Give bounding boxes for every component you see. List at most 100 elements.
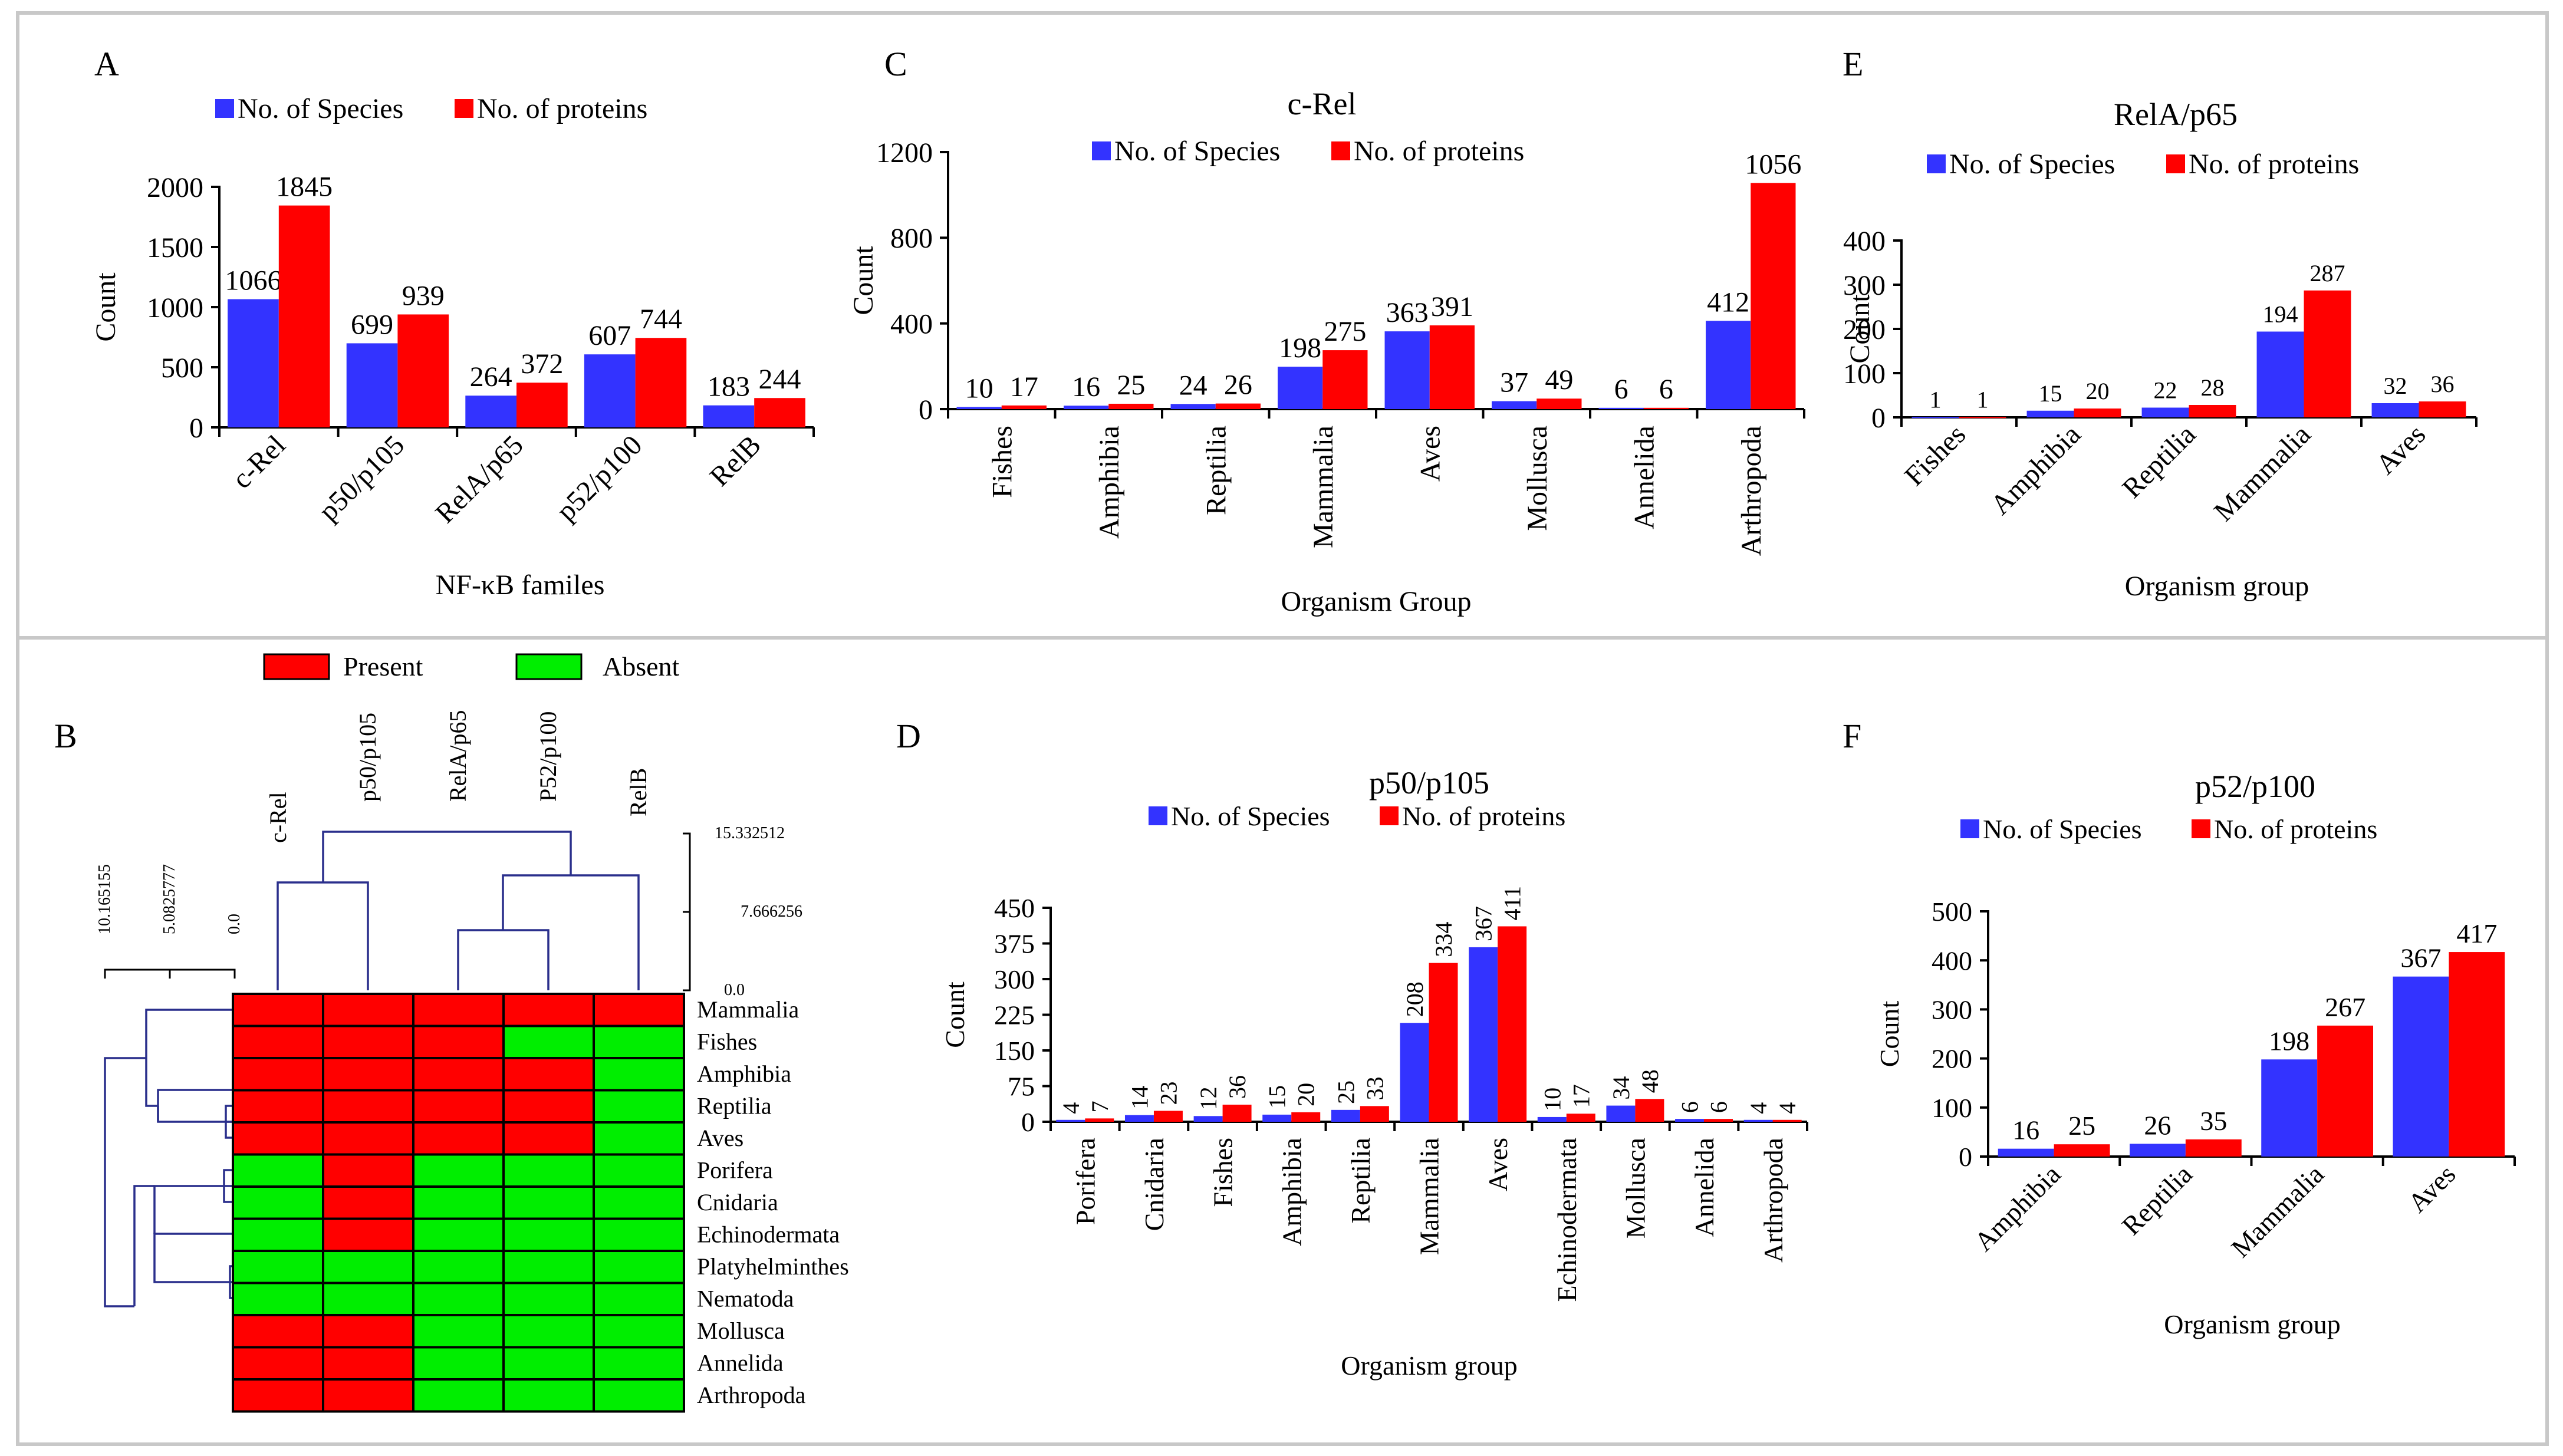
chart-a: 0 500 1000 1500 2000 1066 1845 c-Rel 699 939 p50/p… [90, 93, 815, 601]
y-tick-label: 225 [994, 1000, 1035, 1030]
bar-proteins [1360, 1106, 1389, 1122]
value-label: 33 [1361, 1076, 1388, 1100]
bar-proteins [1291, 1112, 1321, 1122]
value-label: 20 [1293, 1083, 1320, 1106]
bar-species [703, 405, 755, 427]
legend-swatch-species [1092, 141, 1111, 160]
value-label: 334 [1430, 922, 1457, 957]
value-label: 26 [2144, 1110, 2171, 1140]
heatmap-cell [322, 1282, 414, 1316]
heatmap-row-label: Arthropoda [697, 1382, 806, 1408]
bar-proteins [2419, 401, 2466, 417]
bar-species [2026, 410, 2074, 417]
heatmap-cell [593, 1378, 685, 1413]
x-axis-label: Organism group [1341, 1350, 1517, 1381]
value-label: 208 [1401, 981, 1428, 1017]
heatmap-cell [322, 1025, 414, 1059]
y-tick-label: 200 [1932, 1044, 1972, 1074]
chart-legend: No. of Species No. of proteins [1960, 814, 2377, 844]
value-label: 25 [1333, 1081, 1359, 1104]
legend-swatch-species [1960, 819, 1979, 838]
category-label: Mammalia [1414, 1138, 1445, 1255]
value-label: 744 [640, 304, 682, 335]
value-label: 6 [1706, 1101, 1732, 1113]
legend-label-proteins: No. of proteins [2214, 814, 2377, 844]
row-scale-label: 5.0825777 [160, 864, 179, 934]
y-tick-label: 300 [1932, 995, 1972, 1025]
heatmap-row-label: Echinodermata [697, 1221, 840, 1248]
column-label: RelA/p65 [445, 710, 471, 802]
heatmap-column-labels: c-Rel p50/p105 RelA/p65 P52/p100 RelB [265, 710, 652, 843]
absent-label: Absent [603, 651, 680, 681]
category-label: Amphibia [1969, 1159, 2067, 1257]
legend-swatch-proteins [455, 99, 473, 118]
heatmap-cell [232, 1346, 324, 1381]
heatmap-cell [593, 1153, 685, 1188]
value-label: 14 [1126, 1086, 1153, 1109]
bar-species [2371, 403, 2419, 417]
value-label: 28 [2200, 374, 2224, 401]
heatmap-cell [593, 1314, 685, 1349]
category-label: Fishes [987, 426, 1018, 498]
heatmap-row-label: Reptilia [697, 1093, 772, 1119]
bar-species [1492, 401, 1537, 409]
bar-species [1743, 1119, 1773, 1122]
bar-proteins [2054, 1144, 2110, 1157]
chart-title: RelA/p65 [2114, 97, 2238, 132]
chart-c: 0 400 800 1200 10 17 Fishes 16 25 Amphibia 24 26 Rep… [848, 86, 1805, 617]
bar-proteins [397, 314, 449, 427]
heatmap-cell [593, 1282, 685, 1316]
heatmap-cell [322, 1185, 414, 1220]
value-label: 4 [1774, 1102, 1801, 1114]
value-label: 48 [1637, 1069, 1663, 1093]
bar-species [1675, 1119, 1705, 1122]
heatmap-cell [593, 1025, 685, 1059]
heatmap-cell [232, 1378, 324, 1413]
heatmap-cell [502, 1121, 595, 1156]
x-axis-label: Organism group [2125, 571, 2309, 602]
category-label: Aves [1415, 426, 1446, 482]
value-label: 34 [1608, 1076, 1634, 1100]
y-axis-label: Count [940, 981, 970, 1048]
heatmap-cell [593, 1089, 685, 1124]
heatmap-cell [232, 1089, 324, 1124]
heatmap-cell [232, 1314, 324, 1349]
heatmap-cell [232, 1153, 324, 1188]
heatmap-grid: Mammalia Fishes Amphibia Reptilia Aves Porife… [232, 993, 849, 1413]
bar-species [1537, 1116, 1567, 1122]
bar-species [1278, 367, 1323, 409]
bar-proteins [2074, 409, 2121, 417]
y-axis-label: Count [90, 272, 121, 342]
bar-proteins [516, 383, 568, 427]
heatmap-row-label: Nematoda [697, 1286, 794, 1312]
column-label: p50/p105 [354, 713, 381, 802]
y-tick-label: 800 [890, 223, 933, 254]
value-label: 275 [1324, 316, 1366, 347]
value-label: 4 [1745, 1102, 1772, 1114]
heatmap-row-label: Mammalia [697, 996, 800, 1023]
category-label: Reptilia [2116, 1159, 2198, 1241]
heatmap-row-label: Annelida [697, 1350, 784, 1376]
value-label: 287 [2309, 260, 2345, 286]
category-label: Reptilia [1345, 1138, 1376, 1224]
value-label: 36 [2430, 371, 2454, 397]
value-label: 49 [1545, 364, 1573, 396]
heatmap-cell [322, 1153, 414, 1188]
legend-label-species: No. of Species [1171, 801, 1330, 831]
value-label: 244 [759, 364, 801, 395]
value-label: 15 [1264, 1085, 1291, 1109]
value-label: 183 [708, 371, 750, 403]
value-label: 367 [2400, 943, 2441, 973]
heatmap-row-label: Porifera [697, 1157, 773, 1184]
heatmap-cell [412, 1153, 505, 1188]
bar-proteins [1085, 1118, 1114, 1122]
present-swatch [263, 653, 330, 680]
row-scale: 10.165155 5.0825777 0.0 [96, 864, 244, 979]
value-label: 198 [1279, 332, 1321, 364]
y-axis-label: Count [1874, 1001, 1904, 1068]
value-label: 6 [1659, 374, 1673, 405]
heatmap-cell [412, 1121, 505, 1156]
heatmap-cell [593, 1057, 685, 1092]
